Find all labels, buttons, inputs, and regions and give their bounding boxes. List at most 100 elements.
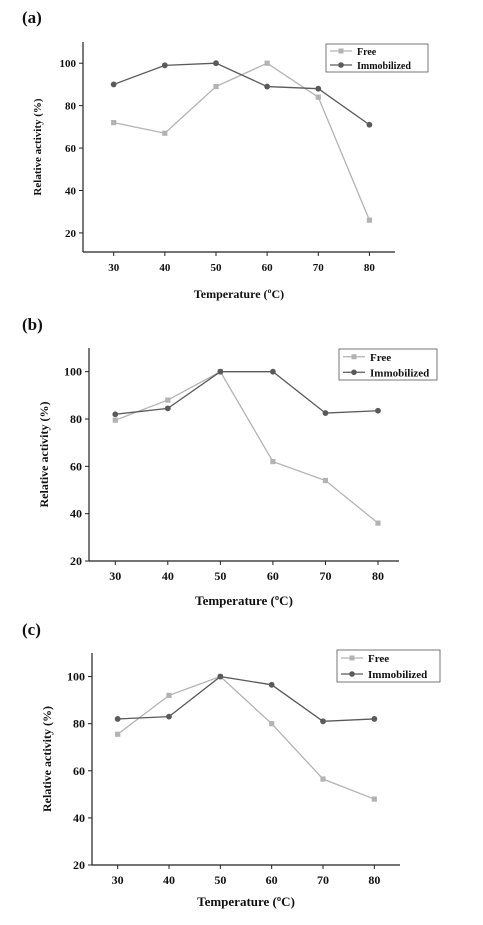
x-tick-label: 60 [266,873,278,887]
data-point-immobilized [217,673,224,680]
data-point-immobilized [375,407,381,414]
y-axis-label: Relative activity (%) [37,402,51,508]
y-tick-label: 100 [60,58,77,70]
panel-label: (c) [22,620,41,639]
y-tick-label: 100 [67,670,85,684]
data-point-free [112,417,118,423]
x-tick-label: 50 [214,569,226,583]
panel-c: (c) 20 40 60 80 100 30 40 50 60 70 80 Temperature (… [0,610,483,920]
y-tick-label: 80 [70,412,82,426]
series-line-immobilized [115,371,379,415]
x-tick-label: 40 [163,873,175,887]
x-tick-label: 70 [319,569,331,583]
legend-box [338,348,438,381]
data-point-free [162,130,168,136]
data-point-immobilized [217,368,224,375]
data-point-immobilized [114,716,121,722]
panel-b: (b) 20 40 60 80 100 30 40 50 60 70 80 Temperature (… [0,305,483,610]
series-line-immobilized [117,675,375,722]
y-tick-label: 60 [73,764,85,778]
data-point-immobilized [320,718,326,725]
y-tick-label: 40 [65,185,77,197]
legend-marker-immobilized [338,62,344,68]
data-point-free [165,397,171,403]
y-axis-label: Relative activity (%) [40,706,54,812]
data-point-immobilized [166,713,172,720]
data-point-immobilized [110,81,117,88]
x-tick-label: 80 [372,569,384,583]
x-tick-label: 80 [368,873,380,887]
legend-marker-free [338,48,344,54]
x-tick-label: 30 [108,262,120,274]
x-tick-label: 30 [109,569,121,583]
y-tick-label: 100 [64,365,82,379]
data-point-free [315,94,321,100]
x-tick-label: 40 [159,262,171,274]
data-point-free [371,796,377,802]
data-point-immobilized [322,410,329,416]
x-tick-label: 60 [262,262,274,274]
x-axis-label: Temperature (ºC) [197,894,295,909]
y-tick-label: 20 [73,858,85,872]
legend-marker-immobilized [349,671,355,677]
legend-label: Free [357,47,377,58]
data-point-immobilized [164,405,171,412]
legend-label: Immobilized [357,61,411,72]
x-tick-label: 70 [313,262,325,274]
data-point-free [322,477,329,484]
legend-label: Free [368,653,389,665]
panel-label: (b) [22,315,43,334]
data-point-immobilized [315,85,322,92]
data-point-free [111,120,117,126]
x-axis-label: Temperature (ºC) [194,287,284,301]
legend-label: Immobilized [368,669,427,681]
data-point-immobilized [264,83,271,90]
y-tick-label: 80 [73,717,85,731]
legend-label: Free [370,352,391,364]
panel-label: (a) [22,8,42,27]
data-point-immobilized [269,368,276,375]
data-point-free [213,83,219,90]
y-tick-label: 60 [65,143,77,155]
x-tick-label: 60 [267,569,279,583]
legend-box [336,649,441,683]
y-tick-label: 20 [65,228,77,240]
legend-marker-free [349,655,355,661]
data-point-immobilized [371,716,378,722]
panel-a: (a) 20 40 60 80 100 30 40 50 60 70 80 Temperature (… [0,0,483,305]
series-line-free [117,675,375,800]
series-line-free [115,370,379,524]
data-point-immobilized [161,62,168,69]
data-point-immobilized [112,411,119,418]
y-tick-label: 40 [73,811,85,825]
x-tick-label: 30 [112,873,124,887]
x-tick-label: 70 [317,873,329,887]
legend-marker-immobilized [351,369,357,376]
x-tick-label: 80 [364,262,376,274]
x-tick-label: 50 [210,262,222,274]
chart-a: 20 40 60 80 100 30 40 50 60 70 80 Temperature (ºC) R… [32,42,429,301]
legend-marker-free [351,354,357,360]
data-point-free [264,60,270,66]
legend-label: Immobilized [370,367,429,379]
data-point-immobilized [213,60,219,67]
data-point-free [115,731,121,737]
data-point-free [375,520,381,526]
data-point-free [366,217,373,223]
data-point-free [270,459,276,465]
y-tick-label: 60 [70,459,82,473]
data-point-immobilized [366,121,373,128]
y-tick-label: 80 [65,101,77,113]
series-line-free [113,62,371,221]
data-point-free [320,776,326,782]
x-axis-label: Temperature (ºC) [195,593,293,608]
data-point-immobilized [268,681,275,688]
x-tick-label: 50 [214,873,226,887]
y-axis-label: Relative activity (%) [32,98,44,195]
chart-c: 20 40 60 80 100 30 40 50 60 70 80 Temperature (ºC) R… [40,649,441,909]
y-tick-label: 20 [70,554,82,568]
data-point-free [166,692,172,698]
series-line-immobilized [113,62,370,126]
chart-b: 20 40 60 80 100 30 40 50 60 70 80 Temperature (ºC) R… [37,348,438,608]
x-tick-label: 40 [162,569,174,583]
